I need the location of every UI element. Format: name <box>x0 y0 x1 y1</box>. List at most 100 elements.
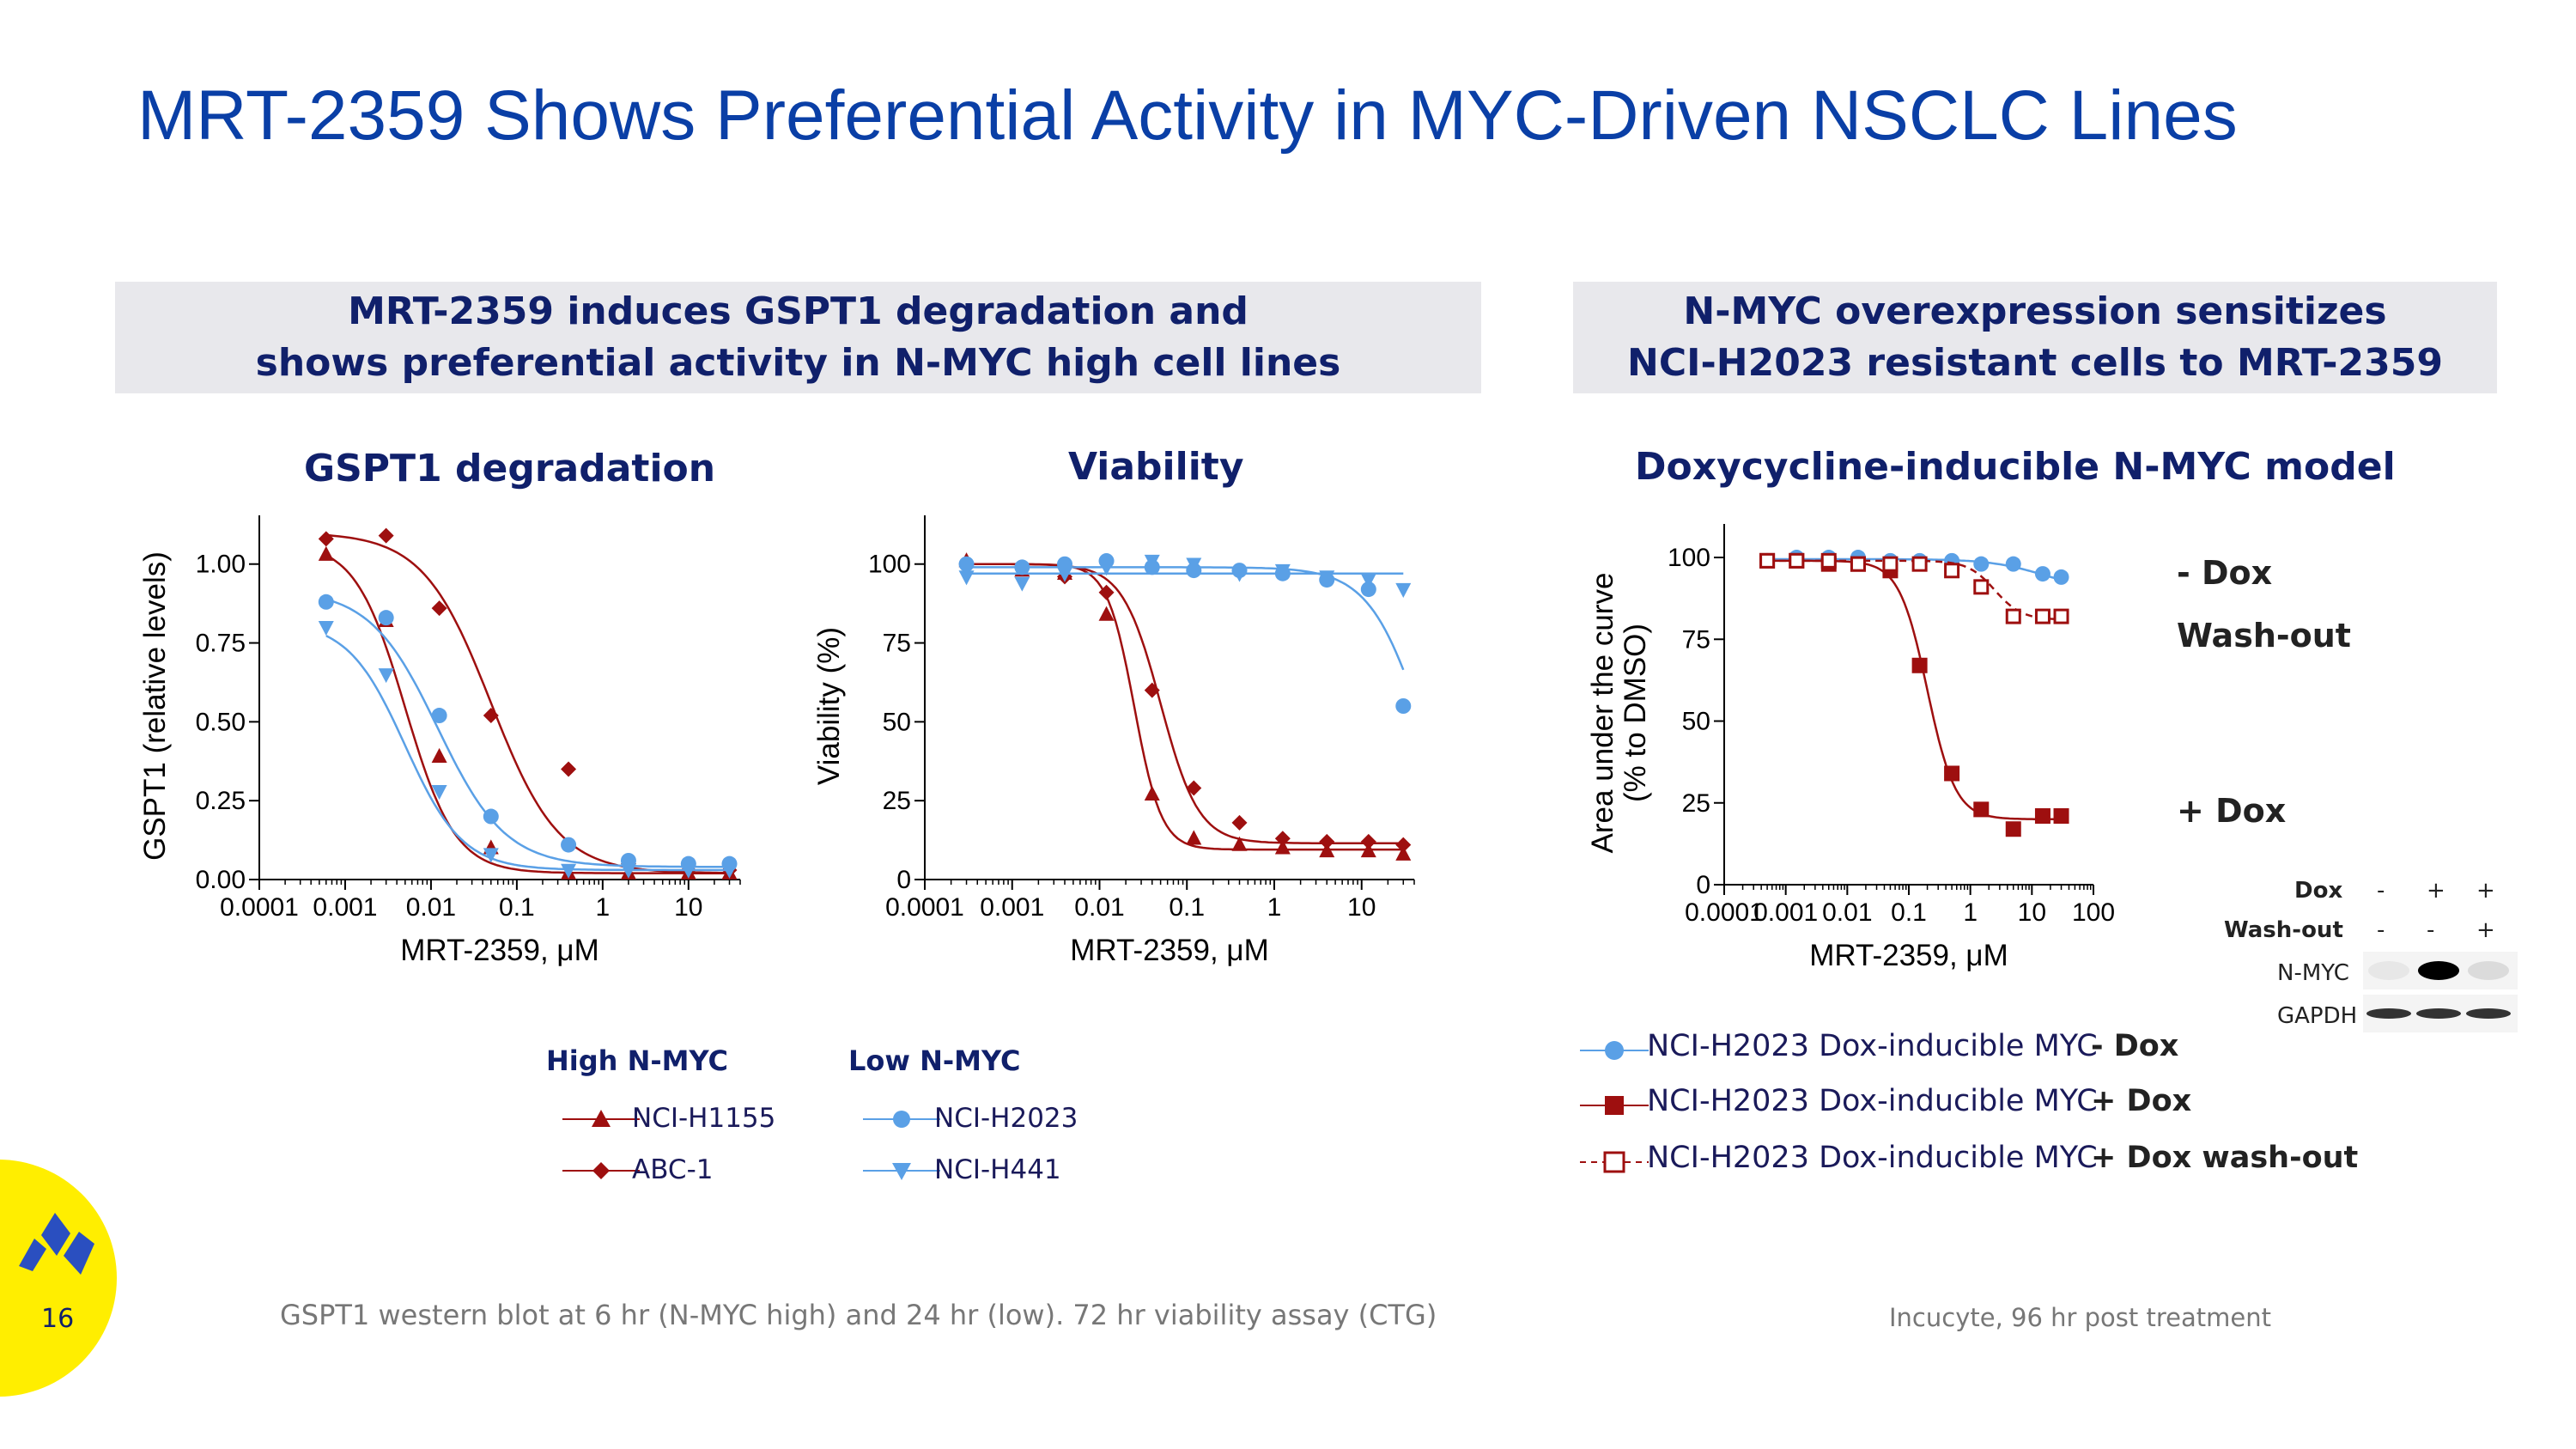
series-abc-1 <box>958 556 1412 853</box>
data-point <box>1360 573 1376 588</box>
data-point <box>1944 765 1960 782</box>
x-tick-label: 0.01 <box>1822 898 1872 927</box>
data-point <box>431 784 447 801</box>
footnote-left: GSPT1 western blot at 6 hr (N-MYC high) … <box>280 1299 1437 1331</box>
panel-title-viability: Viability <box>1068 445 1244 489</box>
data-point <box>1395 582 1412 599</box>
data-point <box>1186 830 1202 845</box>
x-tick-label: 0.001 <box>313 893 377 922</box>
filled-square-icon <box>1605 1096 1624 1115</box>
data-point <box>1098 606 1115 621</box>
wb-band-gapdh <box>2466 1008 2511 1019</box>
data-point <box>431 600 447 617</box>
legend-label-abc-1: ABC-1 <box>632 1154 714 1185</box>
series-nci-h2023-dox-inducible-myc-dox-wash-out <box>1759 552 2069 624</box>
wb-band-gapdh <box>2366 1008 2411 1019</box>
data-point <box>1274 831 1291 847</box>
wb-wash-lane-3: + <box>2476 917 2495 943</box>
annotation-wash-out: Wash-out <box>2177 617 2351 654</box>
y-tick-label: 1.00 <box>196 551 246 579</box>
wb-band-nmyc <box>2368 961 2409 980</box>
legend-low-header: Low N-MYC <box>848 1044 1021 1077</box>
data-point <box>1360 843 1376 858</box>
triangle-down-icon <box>892 1163 911 1180</box>
series-nci-h441 <box>318 620 738 879</box>
fit-curve <box>966 566 1405 671</box>
y-tick-label: 0.00 <box>196 866 246 894</box>
data-point <box>378 610 394 626</box>
y-tick-label: 0.25 <box>196 787 246 815</box>
data-point <box>1274 839 1291 855</box>
data-point <box>1144 554 1160 569</box>
legend-high-header: High N-MYC <box>546 1044 728 1077</box>
banner-left-line2: shows preferential activity in N-MYC hig… <box>255 341 1341 385</box>
data-point <box>1098 561 1115 576</box>
data-point <box>2034 808 2050 824</box>
y-tick-label: 75 <box>1682 625 1710 654</box>
legend-label-minus-dox: NCI-H2023 Dox-inducible MYC <box>1647 1029 2098 1063</box>
x-tick-label: 0.1 <box>1891 898 1927 927</box>
x-tick-label: 10 <box>1347 893 1376 922</box>
data-point <box>2053 569 2069 585</box>
x-tick-label: 0.001 <box>980 893 1044 922</box>
data-point <box>620 863 636 879</box>
data-point <box>1319 843 1335 858</box>
data-point <box>1231 814 1248 831</box>
data-point <box>1395 837 1412 853</box>
data-point <box>1395 698 1412 714</box>
data-point <box>1014 576 1030 592</box>
data-point <box>1014 559 1030 575</box>
data-point <box>1944 563 1960 579</box>
series-nci-h1155 <box>958 552 1412 861</box>
x-tick-label: 10 <box>674 893 702 922</box>
data-point <box>1850 556 1866 572</box>
slide-title: MRT-2359 Shows Preferential Activity in … <box>137 76 2238 155</box>
wb-band-nmyc <box>2418 961 2459 980</box>
legend-label-plus-dox: NCI-H2023 Dox-inducible MYC <box>1647 1084 2098 1118</box>
data-point <box>2005 608 2021 624</box>
data-point <box>1395 845 1412 861</box>
legend-label-nci-h1155: NCI-H1155 <box>632 1103 776 1134</box>
data-point <box>1231 567 1248 582</box>
data-point <box>1144 785 1160 801</box>
y-tick-label: 0 <box>896 866 911 894</box>
fit-curve <box>325 533 730 874</box>
data-point <box>680 863 696 879</box>
data-point <box>2053 808 2069 824</box>
data-point <box>1274 563 1291 579</box>
y-tick-label: 0 <box>1696 871 1710 899</box>
legend-marker-wash-out <box>1580 1151 1649 1173</box>
wb-bands <box>2363 952 2518 1032</box>
data-point <box>2005 556 2021 572</box>
data-point <box>1973 801 1990 818</box>
data-point <box>318 620 334 636</box>
data-point <box>318 594 334 610</box>
company-logo-icon <box>19 1213 94 1275</box>
data-point <box>1186 557 1202 573</box>
y-tick-label: 25 <box>883 787 911 815</box>
data-point <box>1973 556 1990 572</box>
data-point <box>483 808 499 825</box>
legend-label-wash-out: NCI-H2023 Dox-inducible MYC <box>1647 1141 2098 1175</box>
data-point <box>1098 584 1115 600</box>
x-axis-label: MRT-2359, μM <box>1809 939 2008 972</box>
page-number: 16 <box>41 1304 75 1334</box>
fit-curve <box>966 563 1404 845</box>
data-point <box>2034 566 2050 582</box>
x-tick-label: 1 <box>596 893 611 922</box>
y-tick-label: 0.50 <box>196 708 246 736</box>
y-axis-label-line1: Area under the curve <box>1586 573 1619 854</box>
data-point <box>1911 657 1928 673</box>
x-tick-label: 0.1 <box>499 893 535 922</box>
x-tick-label: 0.0001 <box>885 893 964 922</box>
legend-label-nci-h2023: NCI-H2023 <box>934 1103 1078 1134</box>
legend-marker-nci-h2023 <box>863 1111 940 1128</box>
y-axis-label-line2: (% to DMSO) <box>1619 624 1652 802</box>
y-tick-label: 0.75 <box>196 630 246 658</box>
data-point <box>1759 552 1776 569</box>
data-point <box>378 668 394 684</box>
data-point <box>1319 570 1335 586</box>
circle-icon <box>1605 1041 1624 1060</box>
x-tick-label: 0.01 <box>406 893 456 922</box>
